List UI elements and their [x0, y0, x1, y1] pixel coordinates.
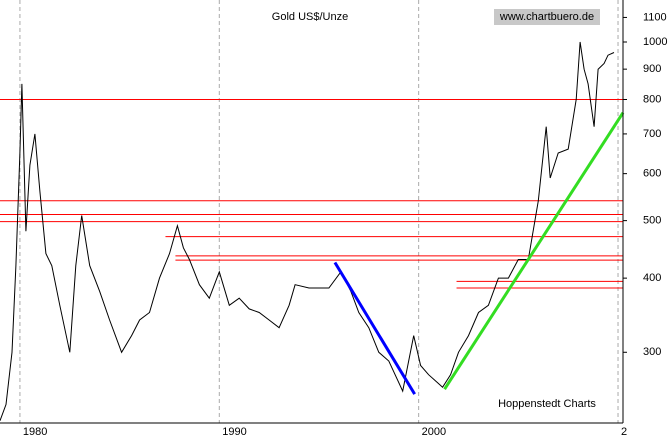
x-tick-label: 1990 [222, 426, 246, 438]
credit: Hoppenstedt Charts [498, 398, 596, 410]
y-tick-label: 300 [643, 346, 661, 358]
y-tick-label: 400 [643, 272, 661, 284]
trend-line [333, 261, 416, 395]
trend-line [443, 111, 625, 390]
y-tick-label: 600 [643, 168, 661, 180]
y-tick-label: 1100 [643, 11, 667, 23]
chart-title: Gold US$/Unze [272, 11, 348, 23]
price-line [0, 41, 615, 421]
y-tick-label: 700 [643, 128, 661, 140]
x-tick-label: 2000 [422, 426, 446, 438]
y-tick-label: 500 [643, 215, 661, 227]
x-tick-label: 1980 [23, 426, 47, 438]
source: www.chartbuero.de [499, 11, 594, 23]
y-tick-label: 800 [643, 93, 661, 105]
y-tick-label: 1000 [643, 36, 667, 48]
y-tick-label: 900 [643, 63, 661, 75]
x-tick-label: 2 [621, 426, 627, 438]
source-box [494, 9, 600, 25]
